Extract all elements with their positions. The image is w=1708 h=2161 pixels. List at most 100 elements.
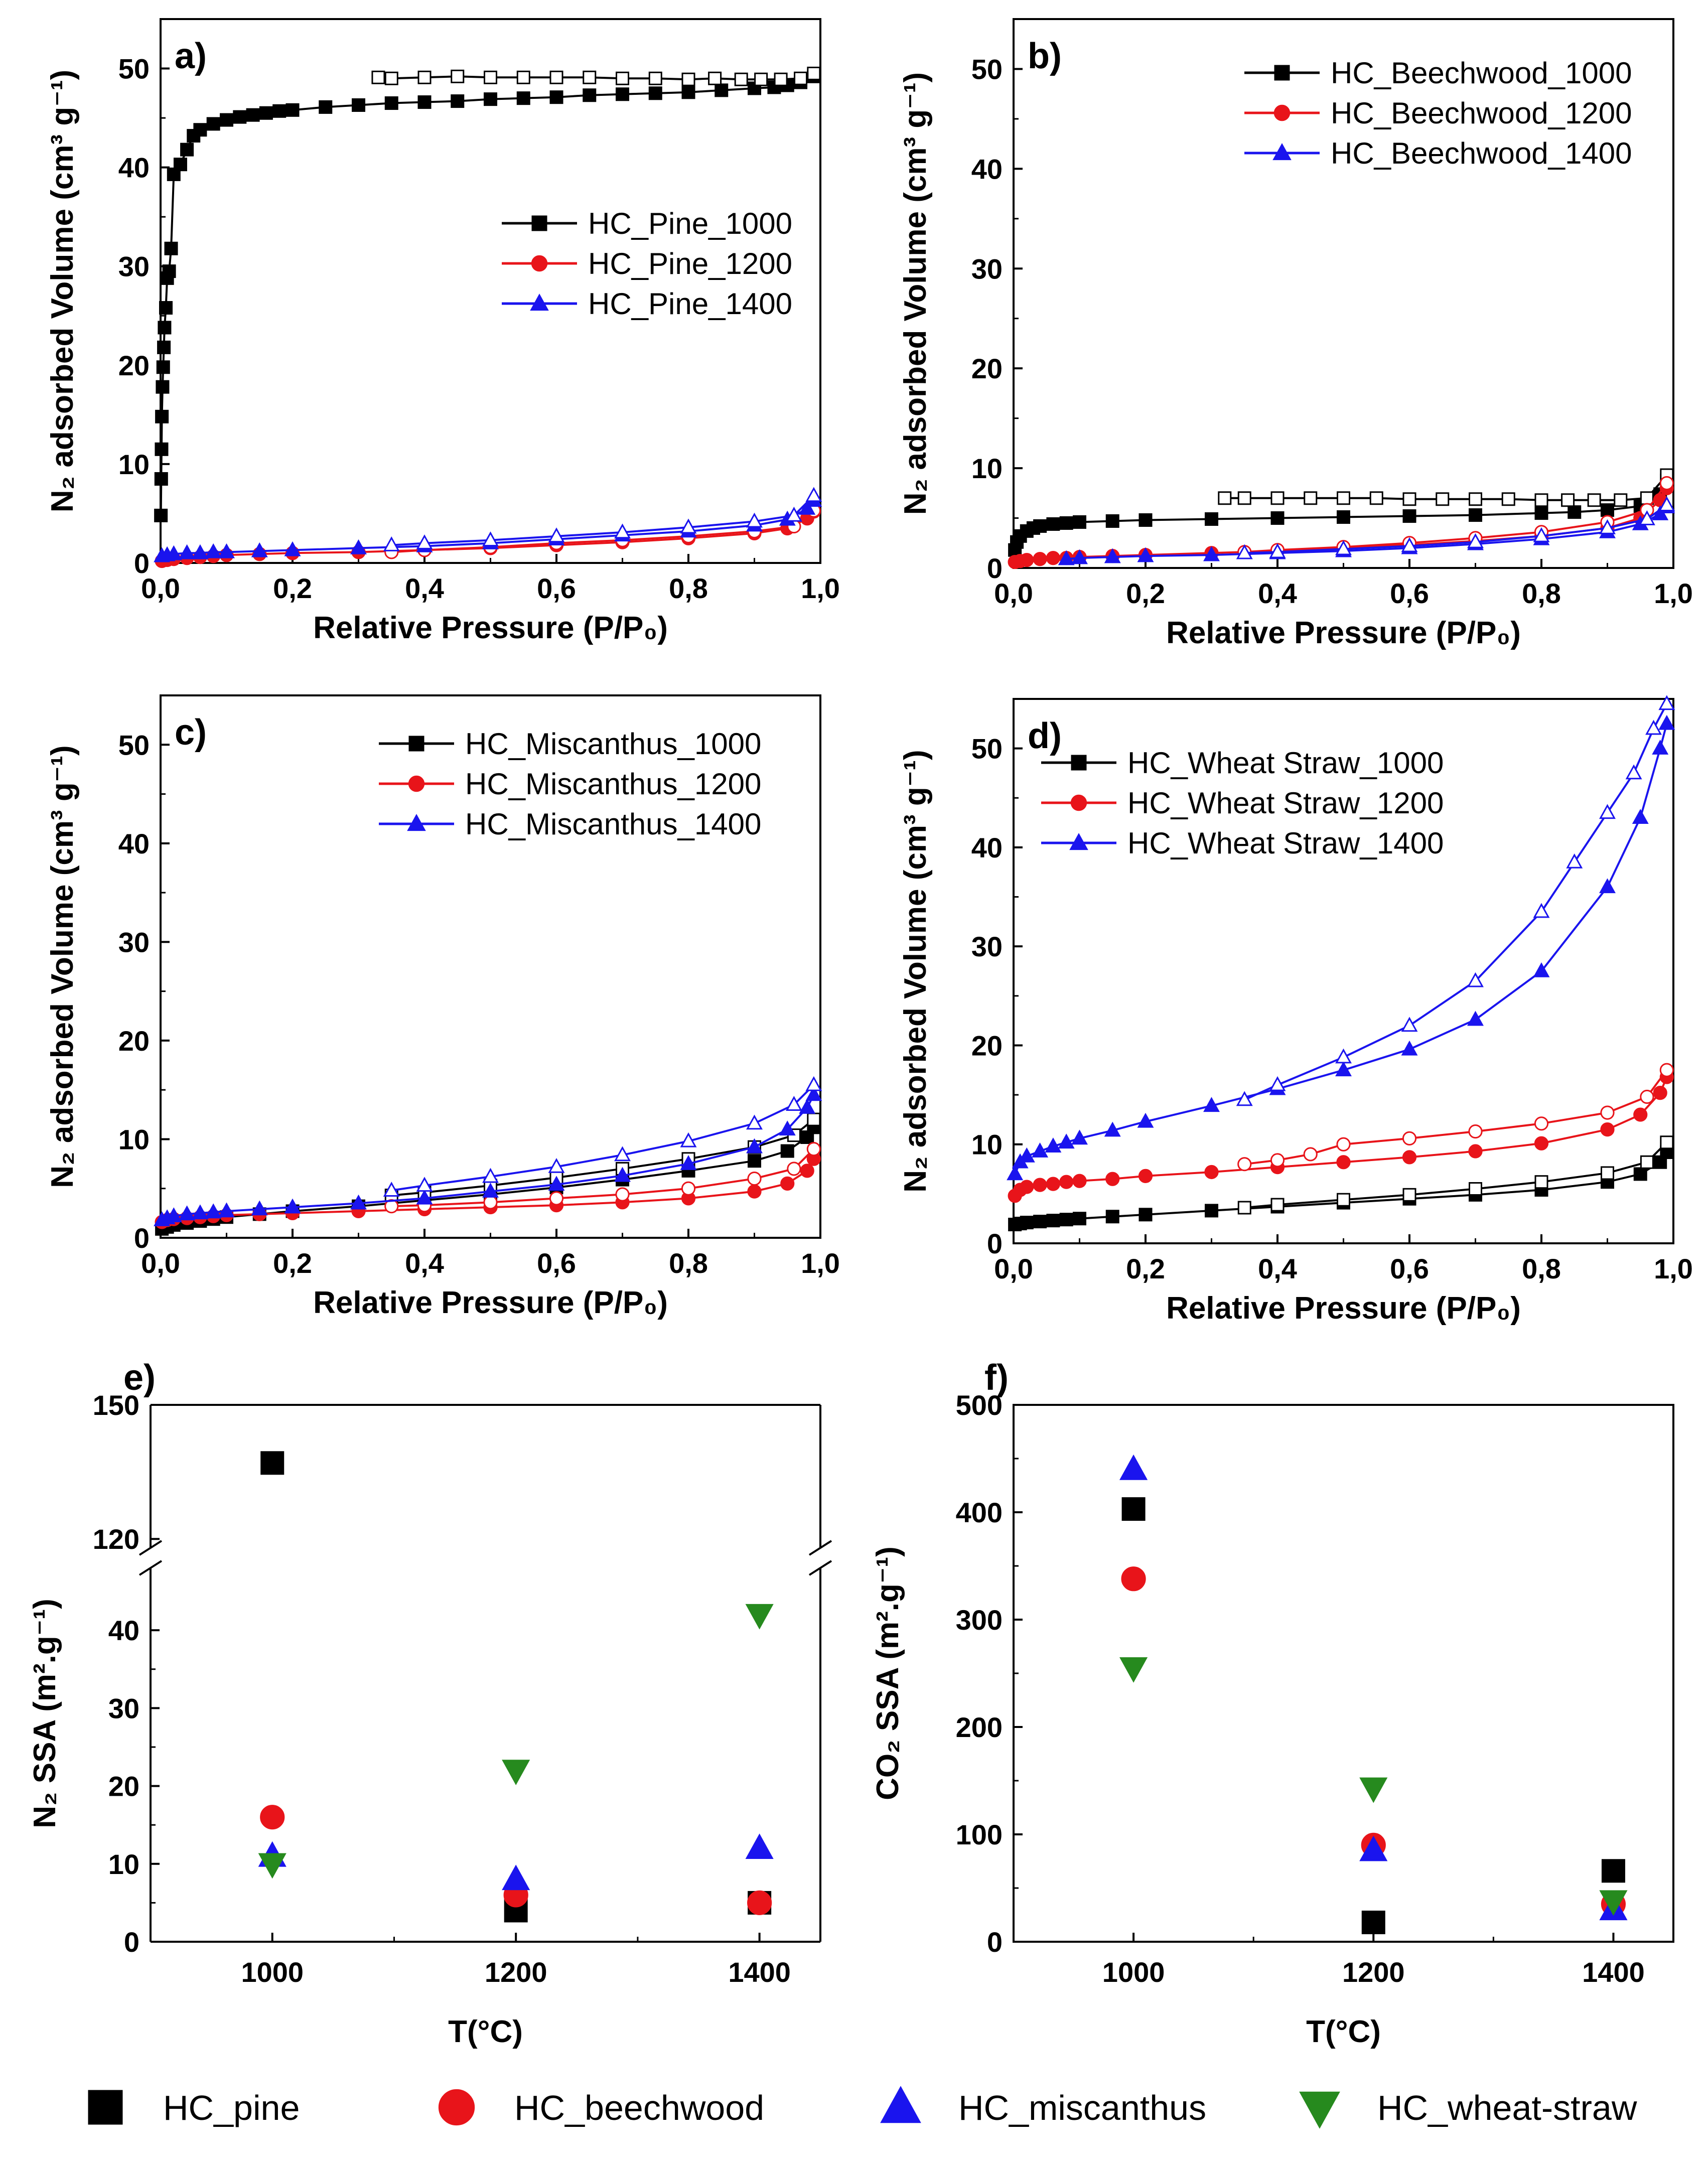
x-tick-label: 1400 <box>728 1956 791 1988</box>
adsorption-point <box>1105 1210 1119 1224</box>
desorption-point <box>1269 543 1286 558</box>
legend-marker <box>1069 833 1088 850</box>
y-tick-label: 50 <box>971 733 1003 765</box>
adsorption-point <box>779 1120 796 1136</box>
panel-b: 0,0 0,2 0,4 0,6 0,8 1,0 0 10 20 30 40 50 Relative Pr… <box>898 18 1693 650</box>
desorption-point <box>451 69 465 83</box>
legend-label: HC_Pine_1200 <box>588 247 792 280</box>
adsorption-point <box>1601 503 1614 517</box>
x-tick-label: 0,8 <box>669 572 708 604</box>
adsorption-point <box>251 1200 268 1216</box>
desorption-point <box>1304 491 1318 505</box>
adsorption-point <box>780 1144 794 1158</box>
adsorption-point <box>482 1183 499 1198</box>
x-tick-label: 0,4 <box>1258 578 1297 609</box>
data-point-HC_beechwood <box>747 1890 772 1915</box>
adsorption-point <box>1058 1133 1075 1149</box>
y-tick-label: 20 <box>118 1025 150 1057</box>
y-axis-label: N₂ adsorbed Volume (cm³ g⁻¹) <box>45 70 80 512</box>
desorption-point <box>583 70 597 84</box>
desorption-point <box>1533 527 1550 542</box>
desorption-point <box>747 1171 762 1186</box>
desorption-point <box>1337 491 1350 505</box>
adsorption-point <box>780 1176 795 1191</box>
adsorption-point <box>1059 1175 1074 1189</box>
legend-marker <box>530 294 549 311</box>
y-tick-label: 50 <box>971 53 1003 85</box>
x-axis-label: Relative Pressure (P/P₀) <box>1166 616 1521 650</box>
adsorption-point <box>1632 809 1649 824</box>
adsorption-point <box>681 85 695 99</box>
data-point-HC_pine <box>1121 1497 1146 1521</box>
y-tick-label: 10 <box>118 449 150 480</box>
desorption-point <box>616 71 629 85</box>
desorption-point <box>1469 1182 1482 1196</box>
adsorption-point <box>416 1189 433 1205</box>
adsorption-point <box>484 92 497 106</box>
desorption-point <box>1237 1157 1252 1172</box>
desorption-point <box>383 536 400 551</box>
adsorption-point <box>549 90 563 104</box>
desorption-point <box>1236 544 1253 559</box>
adsorption-point <box>1138 1169 1153 1183</box>
desorption-point <box>681 72 695 86</box>
adsorption-point <box>1568 505 1582 519</box>
legend-label: HC_Pine_1000 <box>588 207 792 240</box>
adsorption-point <box>799 1099 816 1114</box>
x-tick-label: 1000 <box>1102 1956 1165 1988</box>
desorption-point <box>1599 519 1616 534</box>
y-tick-label: 0 <box>134 547 150 579</box>
desorption-point <box>1599 804 1616 819</box>
x-tick-label: 0,8 <box>1522 578 1561 609</box>
desorption-point <box>754 72 768 86</box>
adsorption-point <box>746 1138 763 1154</box>
adsorption-point <box>179 544 196 559</box>
adsorption-point <box>748 1154 761 1168</box>
y-tick-label: 30 <box>108 1692 139 1724</box>
x-tick-label: 0,4 <box>405 572 444 604</box>
desorption-point <box>1533 903 1550 918</box>
legend-label: HC_Beechwood_1000 <box>1331 56 1632 90</box>
x-tick-label: 0,2 <box>1126 578 1165 609</box>
panel-f: 1000 1200 1400 0 100 200 300 400 500 T(°C) CO₂ SSA… <box>871 1358 1674 2049</box>
panel-c: 0,0 0,2 0,4 0,6 0,8 1,0 0 10 20 30 40 50 Relative Pr… <box>45 694 840 1320</box>
y-tick-label: 20 <box>108 1771 139 1802</box>
desorption-point <box>1625 764 1642 780</box>
adsorption-point <box>1046 517 1060 531</box>
legend-label: HC_Miscanthus_1400 <box>465 807 761 841</box>
data-point-HC_wheat-straw <box>1599 1890 1628 1916</box>
adsorption-point <box>1534 506 1548 520</box>
adsorption-point <box>165 1207 182 1223</box>
desorption-point <box>1218 491 1232 505</box>
adsorption-point <box>1203 546 1220 561</box>
adsorption-point <box>218 1202 235 1218</box>
desorption-point <box>1600 1105 1615 1120</box>
desorption-point <box>1660 1135 1674 1149</box>
y-tick-label: 40 <box>118 152 150 184</box>
adsorption-point <box>246 108 260 122</box>
adsorption-point <box>1205 512 1218 526</box>
adsorption-point <box>1204 1165 1219 1180</box>
adsorption-point <box>1020 1216 1034 1230</box>
desorption-point <box>807 1112 821 1126</box>
data-point-HC_wheat-straw <box>258 1853 287 1879</box>
data-point-HC_miscanthus <box>1359 1835 1388 1861</box>
legend-marker-HC_miscanthus <box>880 2086 921 2123</box>
adsorption-point <box>417 95 432 109</box>
adsorption-point <box>259 106 273 120</box>
desorption-point <box>614 1146 631 1162</box>
desorption-point <box>680 1132 697 1147</box>
desorption-point <box>417 70 432 84</box>
y-axis-label: N₂ adsorbed Volume (cm³ g⁻¹) <box>45 745 80 1188</box>
y-tick-label: 0 <box>134 1222 150 1254</box>
adsorption-point <box>1033 1215 1047 1229</box>
desorption-point <box>614 523 631 539</box>
desorption-point <box>1534 1116 1549 1131</box>
y-tick-label: 150 <box>93 1389 139 1421</box>
y-tick-label: 10 <box>118 1123 150 1155</box>
data-point-HC_wheat-straw <box>1119 1657 1148 1683</box>
panel-label: f) <box>984 1358 1009 1398</box>
x-tick-label: 0,6 <box>537 572 576 604</box>
legend-label: HC_Pine_1400 <box>588 287 792 321</box>
desorption-point <box>1336 1137 1351 1151</box>
